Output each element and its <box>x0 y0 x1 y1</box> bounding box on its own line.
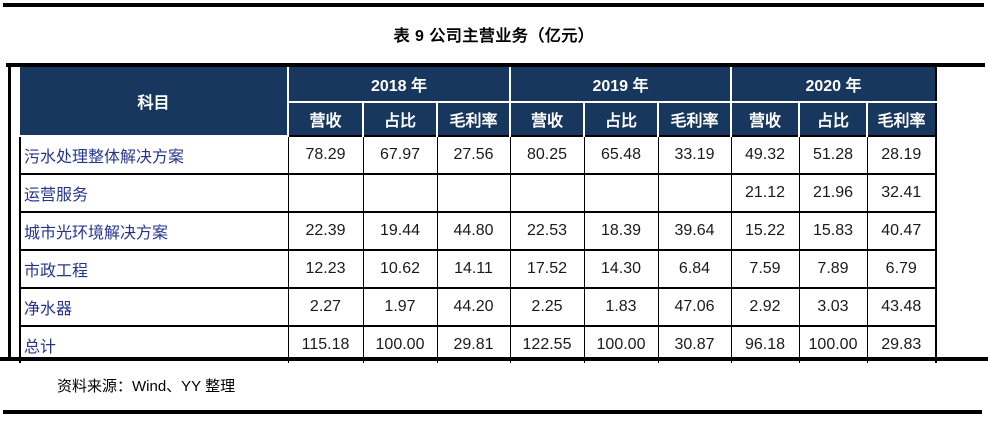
row-label: 净水器 <box>19 287 289 327</box>
header-cell-share-2018: 占比 <box>362 102 438 136</box>
cell-value: 15.83 <box>798 211 868 251</box>
cell-value: 18.39 <box>583 211 659 251</box>
header-year-2020: 2020 年 <box>730 67 937 103</box>
header-cell-share-2020: 占比 <box>798 102 868 136</box>
row-label: 污水处理整体解决方案 <box>19 135 289 175</box>
source-note: 资料来源：Wind、YY 整理 <box>57 378 236 395</box>
cell-value <box>657 173 732 213</box>
cell-value: 6.84 <box>657 249 732 289</box>
table-title: 表 9 公司主营业务（亿元） <box>393 28 595 45</box>
table-left-border-rule <box>8 63 11 361</box>
cell-value: 2.25 <box>509 287 585 327</box>
cell-value: 67.97 <box>362 135 438 175</box>
cell-value: 96.18 <box>730 325 800 363</box>
cell-value: 17.52 <box>509 249 585 289</box>
cell-value: 29.83 <box>866 325 937 363</box>
row-label: 运营服务 <box>19 173 289 213</box>
cell-value: 21.96 <box>798 173 868 213</box>
header-year-row: 科目 2018 年 2019 年 2020 年 <box>20 67 937 137</box>
cell-value: 100.00 <box>798 325 868 363</box>
cell-value: 100.00 <box>362 325 438 363</box>
page-top-rule <box>3 3 984 7</box>
cell-value: 10.62 <box>362 249 438 289</box>
table-row-total: 总计 115.18 100.00 29.81 122.55 100.00 30.… <box>19 325 937 363</box>
cell-value: 44.20 <box>436 287 511 327</box>
cell-value: 43.48 <box>866 287 937 327</box>
cell-value: 14.30 <box>583 249 659 289</box>
header-cell-revenue-2018: 营收 <box>287 102 364 136</box>
table-row: 污水处理整体解决方案 78.29 67.97 27.56 80.25 65.48… <box>19 135 937 175</box>
cell-value: 65.48 <box>583 135 659 175</box>
cell-value: 2.27 <box>287 287 364 327</box>
table-row: 运营服务 21.12 21.96 32.41 <box>19 173 937 213</box>
cell-value: 47.06 <box>657 287 732 327</box>
header-cell-margin-2020: 毛利率 <box>866 102 937 136</box>
cell-value: 15.22 <box>730 211 800 251</box>
cell-value <box>362 173 438 213</box>
header-cell-margin-2019: 毛利率 <box>657 102 732 136</box>
cell-value: 78.29 <box>287 135 364 175</box>
cell-value <box>436 173 511 213</box>
cell-value: 39.64 <box>657 211 732 251</box>
header-year-2019: 2019 年 <box>509 67 732 103</box>
cell-value: 22.53 <box>509 211 585 251</box>
header-cell-revenue-2019: 营收 <box>509 102 585 136</box>
row-label: 城市光环境解决方案 <box>19 211 289 251</box>
header-cell-margin-2018: 毛利率 <box>436 102 511 136</box>
cell-value: 49.32 <box>730 135 800 175</box>
cell-value: 29.81 <box>436 325 511 363</box>
cell-value <box>509 173 585 213</box>
table-top-rule <box>6 63 985 67</box>
cell-value: 22.39 <box>287 211 364 251</box>
cell-value <box>287 173 364 213</box>
row-label: 总计 <box>19 325 289 363</box>
row-label: 市政工程 <box>19 249 289 289</box>
header-cell-revenue-2020: 营收 <box>730 102 800 136</box>
cell-value: 19.44 <box>362 211 438 251</box>
header-cell-share-2019: 占比 <box>583 102 659 136</box>
cell-value: 1.97 <box>362 287 438 327</box>
cell-value: 33.19 <box>657 135 732 175</box>
cell-value: 32.41 <box>866 173 937 213</box>
cell-value: 1.83 <box>583 287 659 327</box>
cell-value: 7.59 <box>730 249 800 289</box>
header-cell-subject: 科目 <box>20 67 289 137</box>
cell-value: 115.18 <box>287 325 364 363</box>
cell-value: 21.12 <box>730 173 800 213</box>
cell-value: 12.23 <box>287 249 364 289</box>
cell-value: 100.00 <box>583 325 659 363</box>
header-metric-row: 营收 占比 毛利率 营收 占比 毛利率 营收 占比 毛利率 <box>20 102 937 136</box>
cell-value <box>583 173 659 213</box>
cell-value: 30.87 <box>657 325 732 363</box>
table-row: 净水器 2.27 1.97 44.20 2.25 1.83 47.06 2.92… <box>19 287 937 327</box>
cell-value: 27.56 <box>436 135 511 175</box>
cell-value: 7.89 <box>798 249 868 289</box>
table-row: 城市光环境解决方案 22.39 19.44 44.80 22.53 18.39 … <box>19 211 937 251</box>
page-bottom-rule <box>3 410 982 414</box>
cell-value: 14.11 <box>436 249 511 289</box>
cell-value: 3.03 <box>798 287 868 327</box>
main-business-table: 科目 2018 年 2019 年 2020 年 营收 占比 毛利率 营收 占比 … <box>19 67 937 363</box>
cell-value: 40.47 <box>866 211 937 251</box>
cell-value: 51.28 <box>798 135 868 175</box>
cell-value: 6.79 <box>866 249 937 289</box>
cell-value: 2.92 <box>730 287 800 327</box>
cell-value: 28.19 <box>866 135 937 175</box>
table-bottom-rule <box>0 357 988 361</box>
cell-value: 44.80 <box>436 211 511 251</box>
table-row: 市政工程 12.23 10.62 14.11 17.52 14.30 6.84 … <box>19 249 937 289</box>
cell-value: 80.25 <box>509 135 585 175</box>
cell-value: 122.55 <box>509 325 585 363</box>
header-year-2018: 2018 年 <box>287 67 511 103</box>
